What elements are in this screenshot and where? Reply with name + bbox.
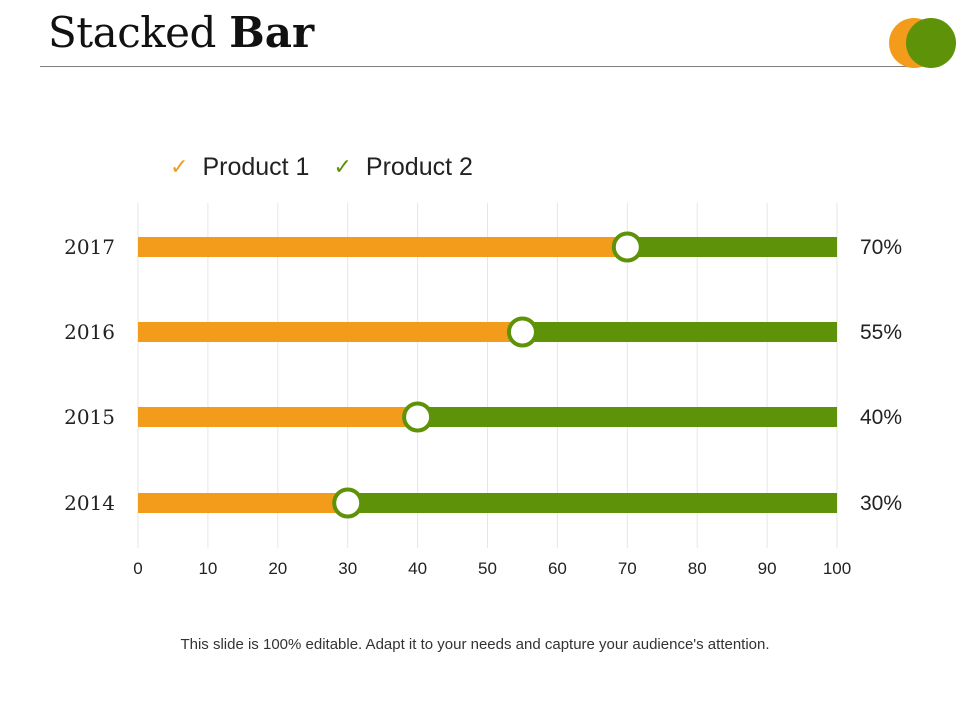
x-tick-label: 30 <box>338 559 357 578</box>
x-tick-label: 60 <box>548 559 567 578</box>
y-category-label: 2016 <box>64 320 115 344</box>
x-tick-label: 70 <box>618 559 637 578</box>
chart-legend: ✓ Product 1 ✓ Product 2 <box>170 150 497 184</box>
x-tick-label: 50 <box>478 559 497 578</box>
bar-segment-2 <box>627 237 837 257</box>
bar-segment-1 <box>138 322 523 342</box>
title-divider <box>40 66 920 67</box>
circles-logo-icon <box>889 18 956 68</box>
slide-title: Stacked Bar <box>48 8 314 57</box>
bar-segment-2 <box>417 407 837 427</box>
y-category-label: 2017 <box>64 235 115 259</box>
data-label: 30% <box>860 492 902 515</box>
title-bold: Bar <box>229 8 315 57</box>
title-light: Stacked <box>48 8 216 57</box>
x-tick-label: 80 <box>688 559 707 578</box>
bar-junction-marker <box>611 231 643 263</box>
bar-junction-marker <box>506 316 538 348</box>
x-tick-label: 100 <box>823 559 851 578</box>
legend-label-product-1: Product 1 <box>202 152 310 181</box>
bar-segment-2 <box>522 322 837 342</box>
bar-segment-1 <box>138 493 348 513</box>
bar-junction-marker <box>332 487 364 519</box>
logo-green-circle <box>906 18 956 68</box>
y-category-label: 2015 <box>64 405 115 429</box>
bar-junction-marker <box>402 401 434 433</box>
data-label: 55% <box>860 321 902 344</box>
y-category-label: 2014 <box>64 491 115 515</box>
bar-segment-1 <box>138 407 418 427</box>
x-tick-label: 10 <box>198 559 217 578</box>
legend-label-product-2: Product 2 <box>365 152 473 181</box>
bar-segment-1 <box>138 237 628 257</box>
footer-note: This slide is 100% editable. Adapt it to… <box>180 636 770 653</box>
data-label: 70% <box>860 236 902 259</box>
x-tick-label: 20 <box>268 559 287 578</box>
legend-item-product-1: ✓ Product 1 <box>170 153 309 182</box>
x-tick-label: 90 <box>758 559 777 578</box>
bar-segment-2 <box>347 493 837 513</box>
legend-item-product-2: ✓ Product 2 <box>333 153 472 182</box>
x-tick-label: 40 <box>408 559 427 578</box>
check-icon: ✓ <box>170 154 189 180</box>
check-icon: ✓ <box>333 154 352 180</box>
x-tick-label: 0 <box>133 559 142 578</box>
data-label: 40% <box>860 406 902 429</box>
